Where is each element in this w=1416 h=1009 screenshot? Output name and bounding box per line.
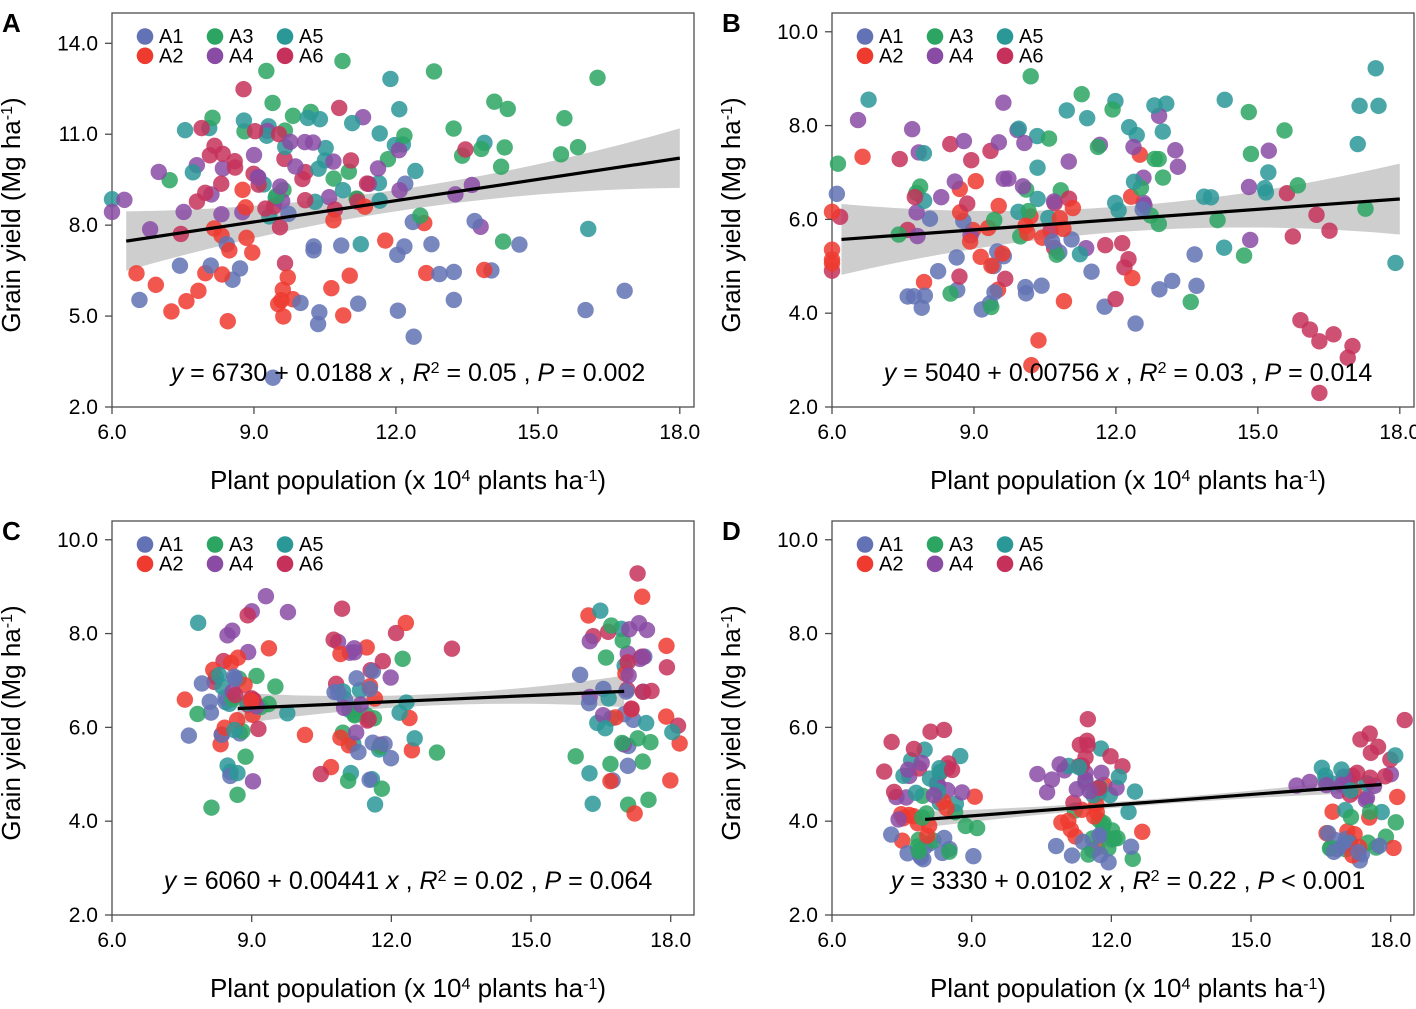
- svg-text:A2: A2: [879, 553, 903, 575]
- svg-text:A: A: [2, 8, 21, 38]
- svg-text:2.0: 2.0: [789, 904, 818, 927]
- svg-text:y = 6730 + 0.0188 x , R2 = 0.0: y = 6730 + 0.0188 x , R2 = 0.05 , P = 0.…: [169, 359, 646, 387]
- svg-text:12.0: 12.0: [1095, 421, 1136, 444]
- svg-text:4.0: 4.0: [69, 810, 98, 833]
- svg-text:A2: A2: [159, 553, 183, 575]
- svg-text:Grain yield (Mg ha-1): Grain yield (Mg ha-1): [0, 605, 26, 840]
- svg-text:15.0: 15.0: [1231, 929, 1272, 952]
- svg-text:10.0: 10.0: [777, 529, 818, 552]
- svg-text:9.0: 9.0: [237, 929, 266, 952]
- svg-text:12.0: 12.0: [1091, 929, 1132, 952]
- svg-text:A4: A4: [229, 553, 253, 575]
- svg-text:A6: A6: [299, 553, 323, 575]
- svg-text:A6: A6: [1019, 553, 1043, 575]
- svg-text:Grain yield (Mg ha-1): Grain yield (Mg ha-1): [716, 97, 746, 332]
- svg-text:D: D: [722, 516, 741, 546]
- svg-text:14.0: 14.0: [57, 32, 98, 55]
- svg-text:Plant population (x 104 plants: Plant population (x 104 plants ha-1): [930, 973, 1326, 1003]
- svg-text:Grain yield (Mg ha-1): Grain yield (Mg ha-1): [716, 605, 746, 840]
- svg-text:y = 3330 + 0.0102 x , R2 = 0.2: y = 3330 + 0.0102 x , R2 = 0.22 , P < 0.…: [889, 867, 1366, 895]
- svg-text:10.0: 10.0: [777, 21, 818, 44]
- svg-text:2.0: 2.0: [69, 396, 98, 419]
- svg-text:6.0: 6.0: [97, 421, 126, 444]
- svg-text:9.0: 9.0: [959, 421, 988, 444]
- svg-text:Plant population (x 104 plants: Plant population (x 104 plants ha-1): [930, 465, 1326, 495]
- svg-text:18.0: 18.0: [650, 929, 691, 952]
- svg-text:9.0: 9.0: [239, 421, 268, 444]
- svg-text:6.0: 6.0: [789, 716, 818, 739]
- svg-text:4.0: 4.0: [789, 302, 818, 325]
- svg-text:B: B: [722, 8, 741, 38]
- svg-text:Plant population (x 104 plants: Plant population (x 104 plants ha-1): [210, 465, 606, 495]
- svg-text:A6: A6: [299, 45, 323, 67]
- svg-text:15.0: 15.0: [511, 929, 552, 952]
- svg-text:8.0: 8.0: [789, 623, 818, 646]
- svg-text:y = 5040 + 0.00756 x , R2 = 0.: y = 5040 + 0.00756 x , R2 = 0.03 , P = 0…: [882, 359, 1373, 387]
- svg-text:Grain yield (Mg ha-1): Grain yield (Mg ha-1): [0, 97, 26, 332]
- svg-text:2.0: 2.0: [69, 904, 98, 927]
- svg-text:18.0: 18.0: [1379, 421, 1416, 444]
- svg-text:15.0: 15.0: [1237, 421, 1278, 444]
- svg-text:6.0: 6.0: [69, 716, 98, 739]
- svg-text:A4: A4: [949, 553, 973, 575]
- svg-text:12.0: 12.0: [371, 929, 412, 952]
- svg-text:6.0: 6.0: [789, 208, 818, 231]
- svg-text:y = 6060 + 0.00441 x , R2 = 0.: y = 6060 + 0.00441 x , R2 = 0.02 , P = 0…: [162, 867, 653, 895]
- svg-text:9.0: 9.0: [957, 929, 986, 952]
- svg-text:8.0: 8.0: [789, 115, 818, 138]
- svg-text:11.0: 11.0: [59, 123, 98, 146]
- svg-text:6.0: 6.0: [817, 421, 846, 444]
- svg-text:5.0: 5.0: [69, 305, 98, 328]
- svg-text:2.0: 2.0: [789, 396, 818, 419]
- svg-text:10.0: 10.0: [57, 529, 98, 552]
- svg-text:Plant population (x 104 plants: Plant population (x 104 plants ha-1): [210, 973, 606, 1003]
- svg-text:A2: A2: [159, 45, 183, 67]
- svg-text:18.0: 18.0: [1370, 929, 1411, 952]
- svg-text:A6: A6: [1019, 45, 1043, 67]
- svg-text:A4: A4: [949, 45, 973, 67]
- svg-text:18.0: 18.0: [659, 421, 700, 444]
- svg-text:15.0: 15.0: [517, 421, 558, 444]
- svg-text:6.0: 6.0: [817, 929, 846, 952]
- svg-text:6.0: 6.0: [97, 929, 126, 952]
- svg-text:C: C: [2, 516, 21, 546]
- svg-text:8.0: 8.0: [69, 214, 98, 237]
- svg-text:A2: A2: [879, 45, 903, 67]
- svg-text:A4: A4: [229, 45, 253, 67]
- svg-text:4.0: 4.0: [789, 810, 818, 833]
- svg-text:12.0: 12.0: [375, 421, 416, 444]
- svg-text:8.0: 8.0: [69, 623, 98, 646]
